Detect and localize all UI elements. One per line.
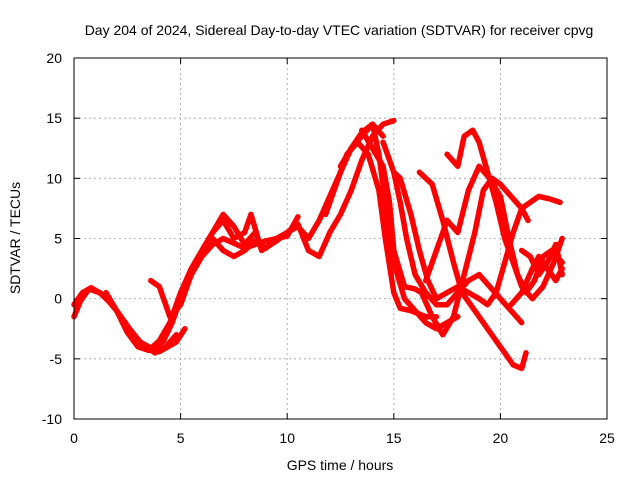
series-line-sat-e [148, 214, 301, 320]
y-tick-label: -5 [50, 351, 63, 367]
y-tick-label: 0 [54, 291, 62, 307]
y-tick-label: 10 [46, 170, 62, 186]
x-tick-label: 5 [177, 430, 185, 446]
series-line-sat-k [391, 169, 563, 308]
plot-frame [73, 57, 608, 420]
series-line-sat-f [199, 117, 397, 260]
series-line-sat-o [518, 241, 565, 278]
x-axis-label: GPS time / hours [287, 457, 394, 473]
y-tick-label: 20 [46, 50, 62, 66]
axis-tick-labels: 0 5 10 15 20 25 -10 -5 0 5 10 15 20 [42, 50, 615, 446]
series-line-sat-m [444, 127, 565, 302]
x-tick-label: 25 [599, 430, 615, 446]
y-axis-label: SDTVAR / TECUs [7, 182, 23, 294]
x-tick-label: 15 [386, 430, 402, 446]
series-line-sat-d [130, 326, 188, 355]
series-line-sat-c [103, 211, 258, 354]
series-line-sat-l [416, 169, 529, 372]
x-tick-label: 20 [493, 430, 509, 446]
grid-lines [74, 58, 607, 419]
data-series-group [71, 117, 565, 372]
series-line-sat-p [508, 253, 565, 308]
x-tick-label: 0 [70, 430, 78, 446]
chart-title: Day 204 of 2024, Sidereal Day-to-day VTE… [85, 22, 594, 38]
y-tick-label: 5 [54, 231, 62, 247]
series-line-sat-n [423, 163, 565, 296]
y-tick-label: -10 [42, 411, 62, 427]
x-tick-label: 10 [279, 430, 295, 446]
series-line-sat-i [359, 127, 531, 338]
y-tick-label: 15 [46, 110, 62, 126]
